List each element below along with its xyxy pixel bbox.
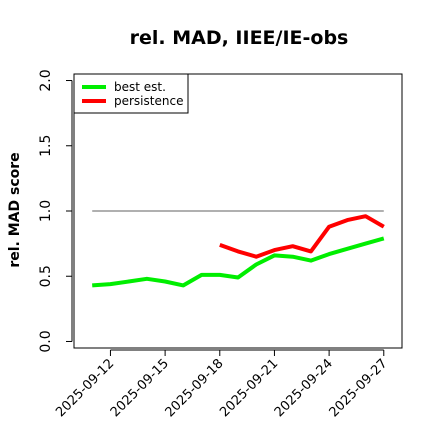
y-tick-label: 2.0: [38, 69, 54, 91]
y-tick-label: 0.5: [38, 265, 54, 287]
chart-title: rel. MAD, IIEE/IE-obs: [130, 27, 349, 49]
y-tick-label: 0.0: [38, 330, 54, 352]
plot-area: [73, 73, 403, 349]
legend: best est.persistence: [73, 73, 189, 114]
series-line-best-est-: [92, 236, 385, 288]
x-tick-label: 2025-09-27: [327, 356, 391, 420]
y-tick-label: 1.0: [38, 200, 54, 222]
y-axis-label: rel. MAD score: [7, 152, 23, 267]
legend-box: [73, 73, 189, 114]
series-line-persistence: [219, 214, 385, 259]
y-tick-label: 1.5: [38, 135, 54, 157]
axes: 0.00.51.01.52.02025-09-122025-09-152025-…: [38, 69, 391, 420]
legend-label: best est.: [114, 80, 166, 94]
legend-label: persistence: [114, 94, 183, 108]
plot-frame: [73, 73, 403, 349]
